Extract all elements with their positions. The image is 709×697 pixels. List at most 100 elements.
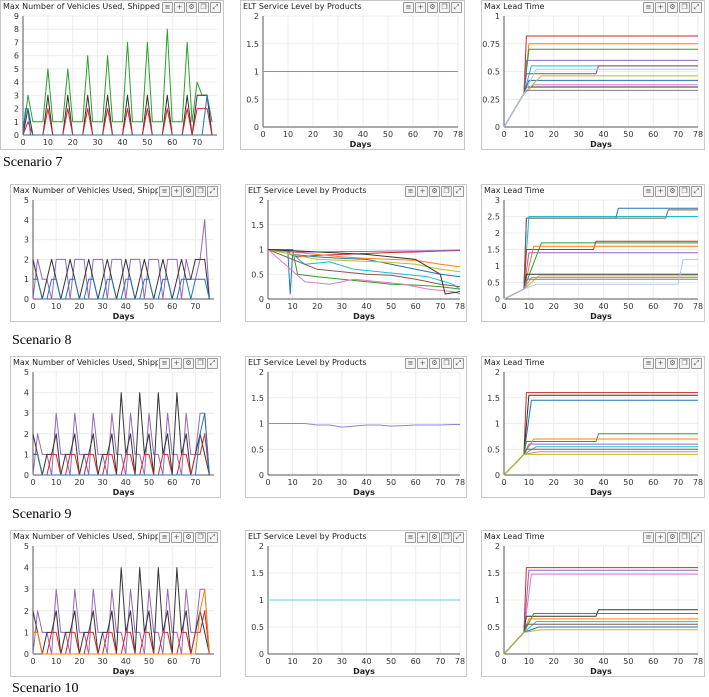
x-tick-label: 60: [167, 657, 177, 666]
list-icon[interactable]: ≡: [405, 532, 416, 543]
series-line-9: [503, 453, 698, 476]
gear-icon[interactable]: ⚙: [429, 358, 440, 369]
x-tick-label: 60: [648, 478, 658, 487]
plus-icon[interactable]: +: [415, 2, 426, 13]
x-tick-label: 10: [283, 130, 293, 139]
expand-icon[interactable]: ⤢: [453, 186, 464, 197]
expand-icon[interactable]: ⤢: [453, 358, 464, 369]
gear-icon[interactable]: ⚙: [667, 532, 678, 543]
expand-icon[interactable]: ⤢: [691, 2, 702, 13]
list-icon[interactable]: ≡: [159, 358, 170, 369]
x-tick-label: 50: [144, 657, 154, 666]
x-tick-label: 50: [623, 302, 633, 311]
list-icon[interactable]: ≡: [405, 186, 416, 197]
x-tick-label: 60: [411, 478, 421, 487]
expand-icon[interactable]: ⤢: [207, 358, 218, 369]
plus-icon[interactable]: +: [417, 532, 428, 543]
copy-icon[interactable]: ❐: [195, 532, 206, 543]
list-icon[interactable]: ≡: [159, 532, 170, 543]
expand-icon[interactable]: ⤢: [210, 2, 221, 13]
y-tick-label: 0.5: [251, 623, 264, 632]
series-line-2: [503, 216, 698, 300]
copy-icon[interactable]: ❐: [195, 358, 206, 369]
gear-icon[interactable]: ⚙: [429, 186, 440, 197]
series-line-11: [503, 258, 698, 300]
copy-icon[interactable]: ❐: [679, 358, 690, 369]
plus-icon[interactable]: +: [171, 532, 182, 543]
gear-icon[interactable]: ⚙: [427, 2, 438, 13]
list-icon[interactable]: ≡: [403, 2, 414, 13]
expand-icon[interactable]: ⤢: [451, 2, 462, 13]
gear-icon[interactable]: ⚙: [186, 2, 197, 13]
list-icon[interactable]: ≡: [159, 186, 170, 197]
list-icon[interactable]: ≡: [643, 358, 654, 369]
y-tick-label: 3: [24, 585, 29, 594]
y-tick-label: 0.5: [487, 279, 500, 288]
gear-icon[interactable]: ⚙: [183, 186, 194, 197]
x-tick-label: 60: [648, 657, 658, 666]
x-axis-label: Days: [353, 312, 375, 321]
copy-icon[interactable]: ❐: [441, 186, 452, 197]
copy-icon[interactable]: ❐: [195, 186, 206, 197]
series-line-3: [503, 59, 698, 128]
x-tick-label: 10: [524, 302, 534, 311]
expand-icon[interactable]: ⤢: [691, 186, 702, 197]
plus-icon[interactable]: +: [655, 358, 666, 369]
plus-icon[interactable]: +: [655, 186, 666, 197]
plus-icon[interactable]: +: [417, 186, 428, 197]
chart-panel: ELT Service Level by Products 0 0.5 1 1.5 2 0 1…: [245, 356, 467, 498]
series-line-6: [267, 249, 461, 288]
chart-panel: Max Lead Time 0 0.25 0.5 0.75 1 0 10 20 30 40 50 60 7…: [481, 0, 705, 150]
plus-icon[interactable]: +: [417, 358, 428, 369]
plus-icon[interactable]: +: [174, 2, 185, 13]
plus-icon[interactable]: +: [171, 358, 182, 369]
x-tick-label: 10: [524, 130, 534, 139]
x-tick-label: 60: [167, 478, 177, 487]
copy-icon[interactable]: ❐: [679, 186, 690, 197]
list-icon[interactable]: ≡: [405, 358, 416, 369]
list-icon[interactable]: ≡: [643, 186, 654, 197]
gear-icon[interactable]: ⚙: [667, 186, 678, 197]
x-tick-label: 20: [312, 302, 322, 311]
gear-icon[interactable]: ⚙: [667, 358, 678, 369]
chart-panel: ELT Service Level by Products 0 0.5 1 1.5 2 0 1…: [245, 530, 467, 677]
gear-icon[interactable]: ⚙: [429, 532, 440, 543]
copy-icon[interactable]: ❐: [439, 2, 450, 13]
plus-icon[interactable]: +: [655, 2, 666, 13]
x-axis-label: Days: [353, 488, 375, 497]
copy-icon[interactable]: ❐: [441, 358, 452, 369]
x-tick-label: 78: [693, 478, 703, 487]
x-tick-label: 0: [265, 302, 270, 311]
list-icon[interactable]: ≡: [162, 2, 173, 13]
copy-icon[interactable]: ❐: [679, 532, 690, 543]
plus-icon[interactable]: +: [171, 186, 182, 197]
copy-icon[interactable]: ❐: [198, 2, 209, 13]
expand-icon[interactable]: ⤢: [691, 532, 702, 543]
y-tick-label: 1: [259, 596, 264, 605]
gear-icon[interactable]: ⚙: [183, 532, 194, 543]
y-tick-label: 5: [24, 196, 29, 205]
expand-icon[interactable]: ⤢: [207, 532, 218, 543]
copy-icon[interactable]: ❐: [441, 532, 452, 543]
expand-icon[interactable]: ⤢: [207, 186, 218, 197]
x-tick-label: 30: [574, 478, 584, 487]
list-icon[interactable]: ≡: [643, 532, 654, 543]
gear-icon[interactable]: ⚙: [183, 358, 194, 369]
x-tick-label: 40: [598, 478, 608, 487]
plus-icon[interactable]: +: [655, 532, 666, 543]
y-tick-label: 2: [495, 229, 500, 238]
series-line-0: [268, 249, 461, 258]
x-tick-label: 50: [386, 478, 396, 487]
x-tick-label: 20: [549, 657, 559, 666]
expand-icon[interactable]: ⤢: [691, 358, 702, 369]
x-tick-label: 0: [260, 130, 265, 139]
x-axis-label: Days: [590, 667, 612, 676]
expand-icon[interactable]: ⤢: [453, 532, 464, 543]
gear-icon[interactable]: ⚙: [667, 2, 678, 13]
copy-icon[interactable]: ❐: [679, 2, 690, 13]
series-line-3: [267, 249, 461, 290]
x-tick-label: 10: [288, 302, 298, 311]
list-icon[interactable]: ≡: [643, 2, 654, 13]
